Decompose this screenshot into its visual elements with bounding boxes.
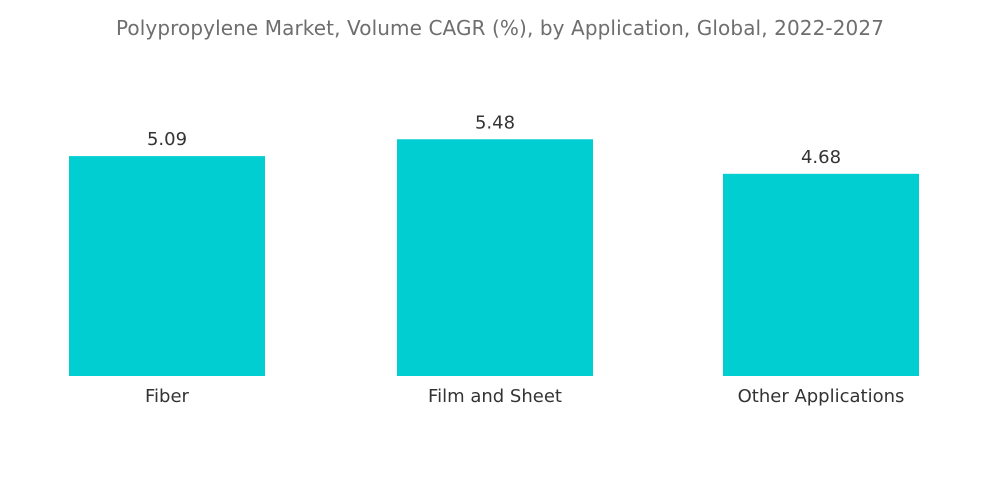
bar-fiber xyxy=(69,156,265,376)
category-label: Film and Sheet xyxy=(428,386,562,407)
bar-other-applications xyxy=(723,173,919,376)
labels-layer: 5.09 Fiber 5.48 Film and Sheet 4.68 Other App… xyxy=(145,112,904,407)
category-label: Fiber xyxy=(145,386,190,407)
bar-film-and-sheet xyxy=(397,139,593,376)
data-label: 5.09 xyxy=(147,129,187,150)
chart-title: Polypropylene Market, Volume CAGR (%), b… xyxy=(115,16,885,40)
data-label: 5.48 xyxy=(475,112,515,133)
data-label: 4.68 xyxy=(801,147,841,168)
category-label: Other Applications xyxy=(738,386,905,407)
bars-layer xyxy=(69,139,919,376)
